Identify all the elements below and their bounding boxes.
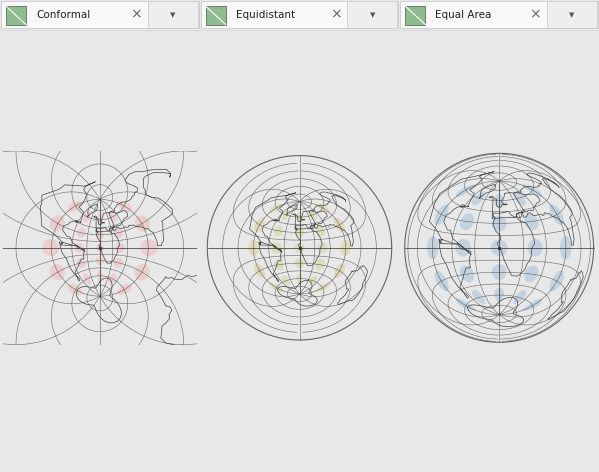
FancyBboxPatch shape (406, 6, 425, 25)
Polygon shape (282, 210, 291, 220)
Text: Conformal: Conformal (36, 10, 90, 20)
Polygon shape (528, 239, 543, 257)
Polygon shape (75, 243, 84, 253)
Polygon shape (315, 204, 329, 213)
Polygon shape (97, 214, 102, 225)
Polygon shape (334, 263, 345, 278)
Polygon shape (522, 298, 542, 311)
Polygon shape (108, 273, 117, 285)
FancyBboxPatch shape (148, 1, 198, 28)
Polygon shape (560, 236, 571, 260)
Text: ▼: ▼ (170, 12, 176, 18)
Polygon shape (77, 228, 86, 238)
Polygon shape (460, 265, 474, 282)
Polygon shape (491, 240, 507, 256)
FancyBboxPatch shape (1, 1, 199, 28)
FancyBboxPatch shape (347, 1, 397, 28)
Polygon shape (456, 185, 476, 197)
Text: Equal Area: Equal Area (435, 10, 492, 20)
Polygon shape (96, 230, 104, 239)
Polygon shape (334, 218, 345, 232)
FancyBboxPatch shape (400, 1, 598, 28)
Polygon shape (68, 201, 83, 212)
Polygon shape (83, 273, 91, 285)
Polygon shape (456, 298, 476, 311)
Polygon shape (135, 215, 150, 232)
Polygon shape (472, 290, 485, 304)
Polygon shape (460, 213, 474, 230)
Polygon shape (297, 212, 302, 222)
Text: ▼: ▼ (370, 12, 375, 18)
Polygon shape (434, 204, 449, 225)
Polygon shape (549, 204, 564, 225)
Text: ×: × (530, 8, 541, 22)
Polygon shape (295, 258, 304, 268)
Polygon shape (270, 283, 284, 292)
Polygon shape (427, 236, 438, 260)
Polygon shape (317, 242, 328, 253)
Text: ▼: ▼ (570, 12, 574, 18)
Polygon shape (68, 284, 83, 295)
Polygon shape (254, 218, 265, 232)
Polygon shape (494, 288, 504, 302)
Polygon shape (297, 273, 302, 284)
Polygon shape (513, 191, 527, 205)
Polygon shape (274, 259, 283, 270)
FancyBboxPatch shape (201, 1, 398, 28)
Text: ×: × (329, 8, 341, 22)
Polygon shape (295, 228, 304, 237)
Polygon shape (308, 210, 317, 220)
Polygon shape (492, 216, 507, 231)
Polygon shape (522, 185, 542, 197)
Polygon shape (315, 283, 329, 292)
Polygon shape (524, 265, 539, 282)
Polygon shape (294, 243, 305, 253)
Text: ×: × (130, 8, 141, 22)
Polygon shape (42, 239, 59, 256)
Polygon shape (271, 242, 282, 253)
Polygon shape (83, 211, 91, 222)
Polygon shape (254, 263, 265, 278)
Polygon shape (472, 191, 485, 205)
Polygon shape (114, 228, 123, 238)
Polygon shape (434, 270, 449, 291)
Polygon shape (494, 194, 504, 208)
Polygon shape (115, 243, 125, 253)
Polygon shape (513, 290, 527, 304)
Polygon shape (456, 239, 471, 257)
Polygon shape (96, 244, 104, 252)
Polygon shape (96, 256, 104, 265)
Polygon shape (77, 258, 86, 268)
Polygon shape (492, 264, 507, 280)
Polygon shape (114, 258, 123, 268)
Polygon shape (50, 264, 65, 280)
Polygon shape (274, 225, 283, 236)
Polygon shape (524, 213, 539, 230)
Polygon shape (248, 240, 259, 256)
Text: Equidistant: Equidistant (235, 10, 295, 20)
FancyBboxPatch shape (6, 6, 26, 25)
Polygon shape (270, 204, 284, 213)
FancyBboxPatch shape (205, 6, 226, 25)
Polygon shape (549, 270, 564, 291)
Polygon shape (108, 211, 117, 222)
Polygon shape (50, 215, 65, 232)
Polygon shape (340, 240, 351, 256)
Polygon shape (316, 225, 325, 236)
Polygon shape (141, 239, 158, 256)
Polygon shape (316, 259, 325, 270)
Polygon shape (282, 276, 291, 286)
FancyBboxPatch shape (547, 1, 597, 28)
Polygon shape (308, 276, 317, 286)
Polygon shape (116, 284, 132, 295)
Polygon shape (135, 264, 150, 280)
Polygon shape (97, 270, 102, 282)
Polygon shape (116, 201, 132, 212)
